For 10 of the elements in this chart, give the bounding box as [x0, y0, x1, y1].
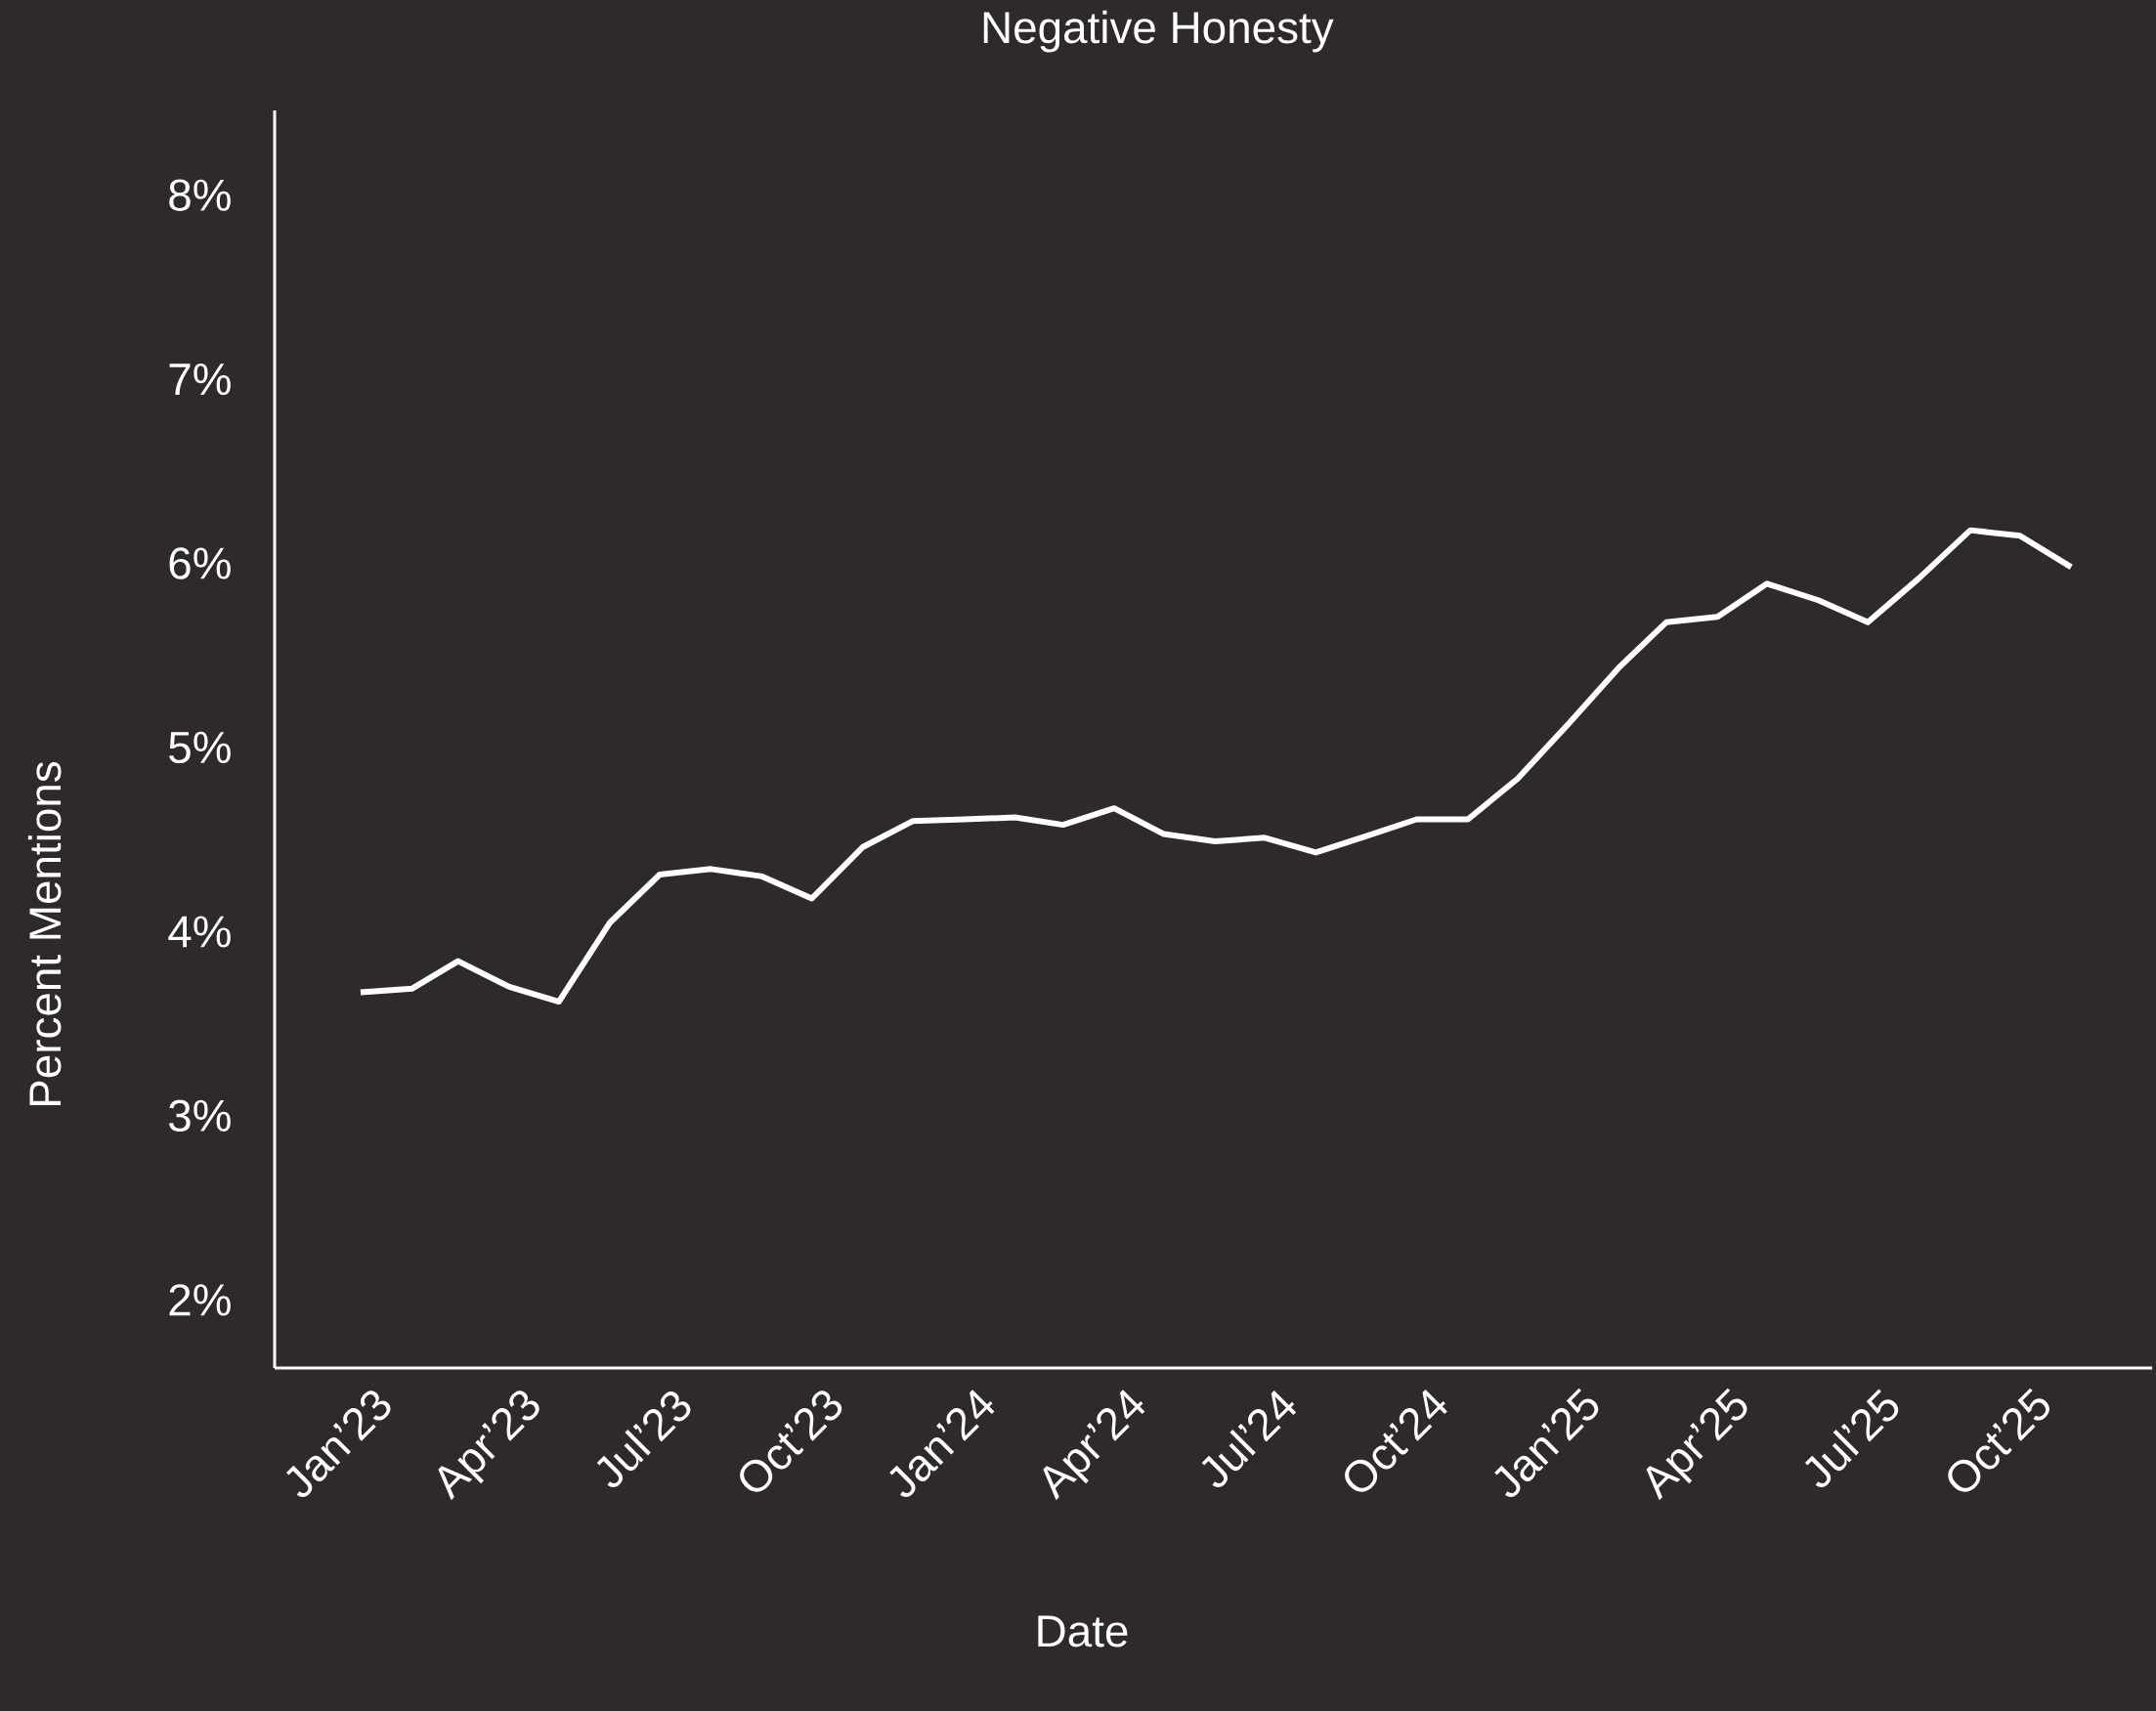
y-tick-label: 8%	[169, 179, 231, 211]
y-tick-label: 6%	[169, 547, 231, 579]
y-tick-label: 3%	[169, 1099, 231, 1133]
y-tick-label: 7%	[169, 364, 231, 396]
x-axis-title: Date	[1038, 1615, 1128, 1647]
y-axis-title: Percent Mentions	[27, 761, 62, 1106]
y-tick-label: 4%	[168, 916, 231, 948]
y-tick-label: 2%	[169, 1284, 231, 1316]
chart-title: Negative Honesty	[983, 10, 1334, 53]
y-tick-label: 5%	[169, 731, 231, 764]
